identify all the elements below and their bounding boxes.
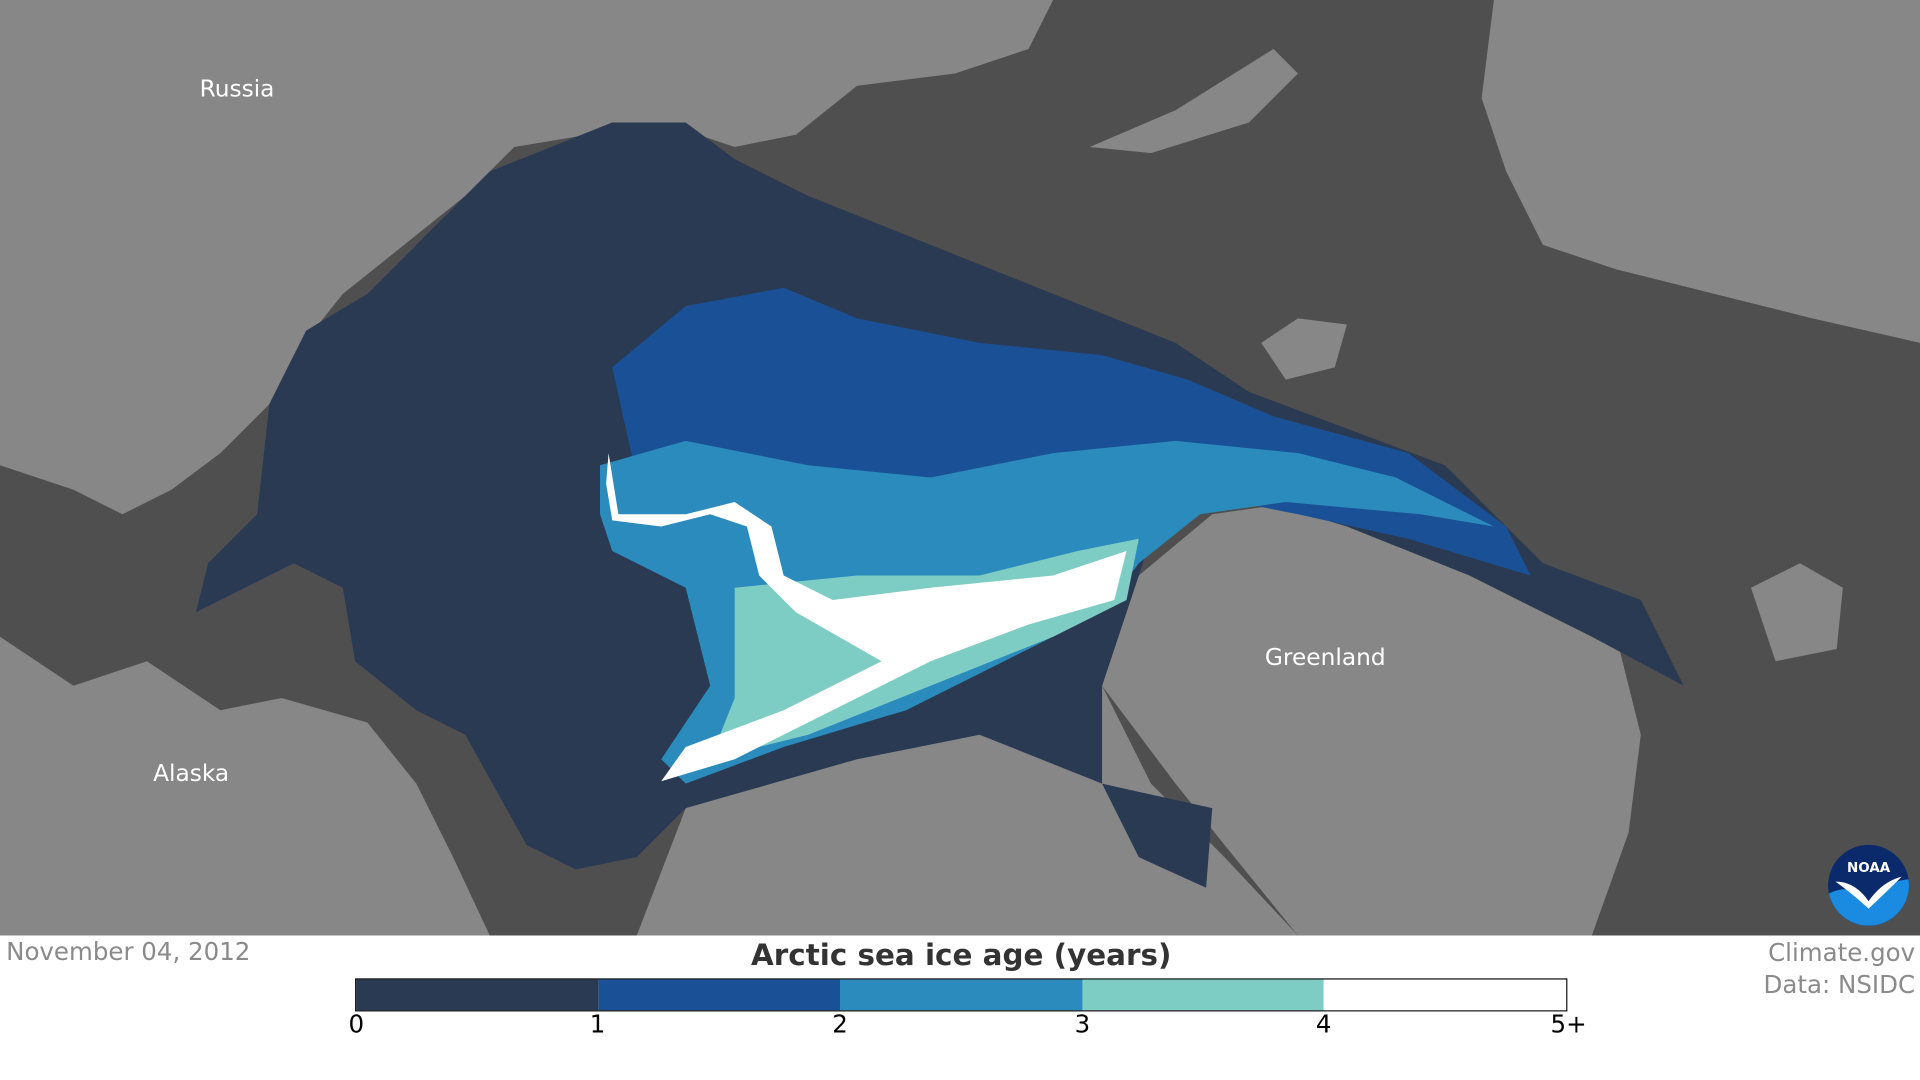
ice-age-1-2 xyxy=(612,287,1531,576)
legend-colorbar xyxy=(355,978,1568,1012)
greenland-land xyxy=(1102,502,1641,936)
legend-tick: 0 xyxy=(348,1008,365,1039)
legend-segment-1-2 xyxy=(598,979,841,1011)
noaa-logo: NOAA xyxy=(1828,844,1909,926)
date-label: November 04, 2012 xyxy=(6,936,251,967)
legend-segment-4-5 xyxy=(1324,979,1567,1011)
scandinavia-land xyxy=(1481,0,1920,343)
ice-age-4-5 xyxy=(606,453,1127,782)
legend-tick: 3 xyxy=(1074,1008,1091,1039)
credits: Climate.gov Data: NSIDC xyxy=(1764,937,1916,1001)
alaska-land xyxy=(0,636,490,936)
legend-segment-0-1 xyxy=(356,979,599,1011)
iceland-land xyxy=(1751,563,1843,662)
canada-islands xyxy=(636,636,1298,936)
legend-title: Arctic sea ice age (years) xyxy=(751,937,1172,973)
label-alaska: Alaska xyxy=(153,760,230,788)
svg-text:NOAA: NOAA xyxy=(1847,861,1891,876)
arctic-map xyxy=(0,0,1920,936)
credit-label: Climate.gov xyxy=(1768,937,1916,968)
noaa-logo-graphic: NOAA xyxy=(1828,844,1909,926)
source-label: Data: NSIDC xyxy=(1763,969,1916,1000)
legend-tick: 2 xyxy=(832,1008,848,1039)
label-russia: Russia xyxy=(199,75,275,103)
russia-land xyxy=(0,0,1054,515)
legend-segment-2-3 xyxy=(840,979,1083,1011)
label-greenland: Greenland xyxy=(1264,644,1386,672)
legend-tick: 4 xyxy=(1315,1008,1332,1039)
legend-segment-3-4 xyxy=(1082,979,1325,1011)
svalbard-land xyxy=(1261,318,1347,380)
legend-tick: 5+ xyxy=(1550,1008,1587,1039)
legend-tick: 1 xyxy=(589,1008,606,1039)
novaya-zemlya xyxy=(1089,48,1298,154)
